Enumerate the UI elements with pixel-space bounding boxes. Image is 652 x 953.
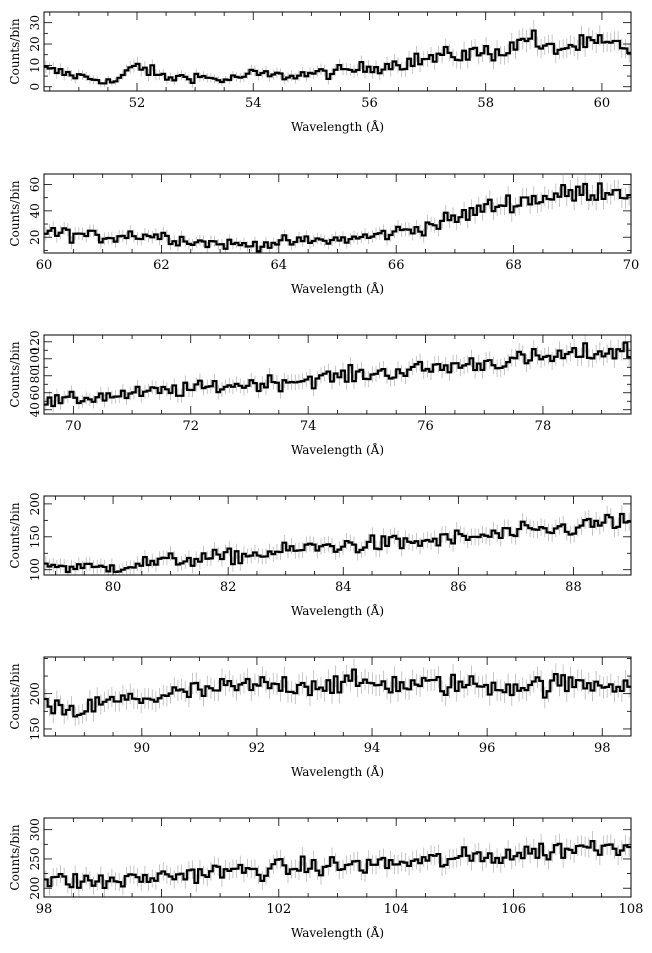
y-axis-label: Counts/bin — [8, 341, 22, 407]
x-tick-label: 94 — [364, 741, 381, 756]
error-bars — [45, 174, 630, 253]
x-axis-label: Wavelength (Å) — [291, 603, 384, 618]
x-axis-label: Wavelength (Å) — [291, 119, 384, 134]
x-tick-label: 62 — [153, 258, 170, 273]
x-tick-label: 52 — [129, 96, 146, 111]
y-tick-label: 100 — [28, 558, 42, 581]
y-tick-label: 40 — [28, 402, 42, 417]
x-tick-label: 100 — [149, 902, 174, 917]
x-tick-label: 66 — [388, 258, 405, 273]
plot-frame — [43, 495, 632, 576]
y-axis-label: Counts/bin — [8, 180, 22, 246]
x-tick-label: 106 — [501, 902, 526, 917]
x-tick-label: 108 — [619, 902, 644, 917]
spectrum-panel-1: 52 54 56 58 60 0 10 20 30 Wavelength (Å) Counts/bi… — [8, 11, 632, 134]
y-tick-label: 0 — [28, 83, 42, 91]
x-axis-label: Wavelength (Å) — [291, 764, 384, 779]
spectrum-panel-4: 80 82 84 86 88 100 150 200 Wavelength (Å) Counts/… — [8, 492, 632, 618]
y-axis-label: Counts/bin — [8, 824, 22, 890]
spectrum-histogram-line — [44, 341, 631, 408]
x-tick-label: 88 — [565, 580, 582, 595]
x-tick-label: 70 — [623, 258, 640, 273]
y-tick-label: 200 — [28, 682, 42, 705]
y-tick-label: 60 — [28, 385, 42, 400]
y-tick-label: 120 — [28, 330, 42, 353]
y-axis-label: Counts/bin — [8, 502, 22, 568]
y-tick-label: 40 — [28, 203, 42, 218]
plot-frame — [43, 656, 632, 737]
y-axis-label: Counts/bin — [8, 663, 22, 729]
x-tick-label: 54 — [245, 96, 262, 111]
y-tick-label: 60 — [28, 177, 42, 192]
y-tick-label: 30 — [28, 15, 42, 30]
y-tick-label: 250 — [28, 848, 42, 871]
y-tick-label: 200 — [28, 492, 42, 515]
x-tick-label: 56 — [361, 96, 378, 111]
x-tick-label: 80 — [105, 580, 122, 595]
x-tick-label: 82 — [220, 580, 237, 595]
y-tick-label: 80 — [28, 368, 42, 383]
x-tick-label: 98 — [594, 741, 611, 756]
x-tick-label: 72 — [182, 419, 199, 434]
x-tick-label: 104 — [384, 902, 409, 917]
y-tick-label: 150 — [28, 717, 42, 740]
spectrum-panel-6: 98 100 102 104 106 108 200 250 300 Wavelength (Å)… — [8, 817, 644, 940]
x-tick-label: 92 — [249, 741, 266, 756]
spectrum-panel-5: 90 92 94 96 98 150 200 Wavelength (Å) Counts/bin — [8, 656, 632, 779]
y-tick-label: 300 — [28, 818, 42, 841]
y-tick-label: 150 — [28, 525, 42, 548]
x-tick-label: 58 — [477, 96, 494, 111]
x-tick-label: 78 — [535, 419, 552, 434]
y-axis-label: Counts/bin — [8, 18, 22, 84]
x-tick-label: 60 — [36, 258, 53, 273]
y-tick-label: 20 — [28, 230, 42, 245]
x-tick-label: 68 — [505, 258, 522, 273]
x-tick-label: 96 — [479, 741, 496, 756]
x-tick-label: 98 — [36, 902, 53, 917]
spectrum-histogram-line — [44, 182, 631, 253]
x-tick-label: 70 — [65, 419, 82, 434]
y-tick-label: 100 — [28, 347, 42, 370]
y-tick-label: 200 — [28, 877, 42, 900]
x-tick-label: 74 — [300, 419, 317, 434]
y-tick-label: 20 — [28, 36, 42, 51]
spectrum-panel-2: 60 62 64 66 68 70 20 40 60 Wavelength (Å) Counts/b… — [8, 173, 639, 296]
spectrum-histogram-line — [44, 29, 631, 85]
x-tick-label: 60 — [594, 96, 611, 111]
x-axis-label: Wavelength (Å) — [291, 442, 384, 457]
spectrum-histogram-line — [44, 512, 631, 574]
x-tick-label: 76 — [417, 419, 434, 434]
spectrum-histogram-line — [44, 840, 631, 890]
x-tick-label: 102 — [266, 902, 291, 917]
x-tick-label: 90 — [134, 741, 151, 756]
y-tick-label: 10 — [28, 58, 42, 73]
plot-frame — [43, 11, 632, 92]
x-tick-label: 86 — [450, 580, 467, 595]
spectrum-histogram-line — [44, 668, 631, 718]
plot-frame — [43, 817, 632, 898]
error-bars — [45, 20, 630, 88]
x-tick-label: 64 — [271, 258, 288, 273]
x-tick-label: 84 — [335, 580, 352, 595]
x-axis-label: Wavelength (Å) — [291, 925, 384, 940]
x-axis-label: Wavelength (Å) — [291, 281, 384, 296]
